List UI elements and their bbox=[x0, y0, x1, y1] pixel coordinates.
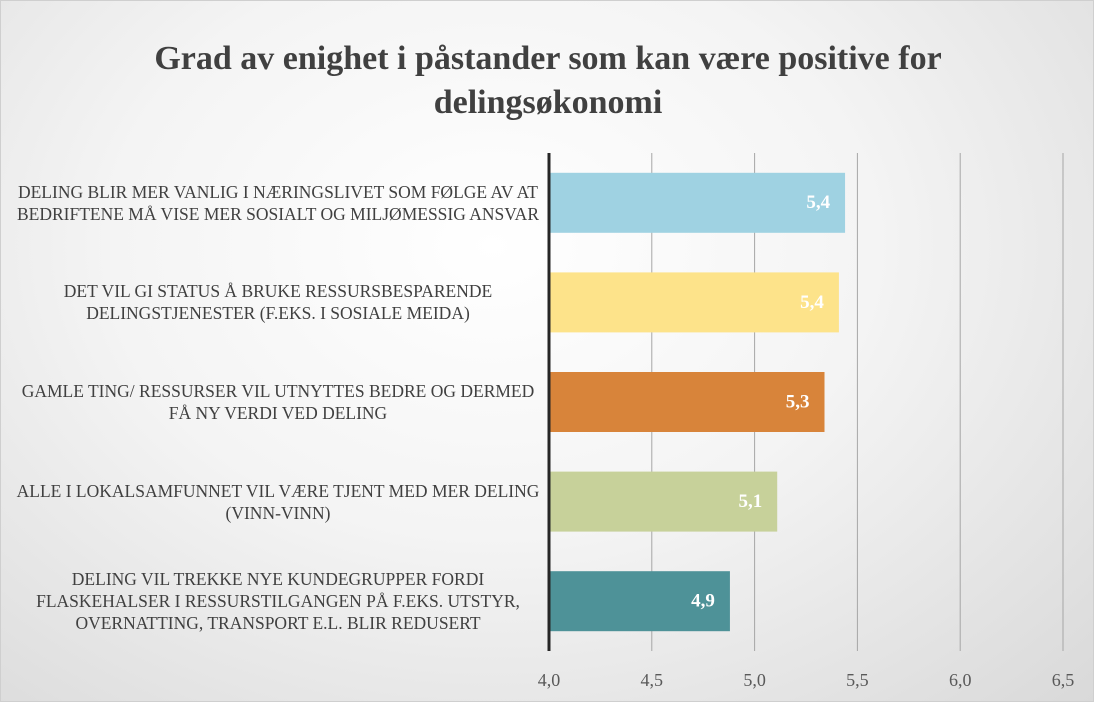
y-tick-label: DELING BLIR MER VANLIG I NÆRINGSLIVET SO… bbox=[16, 181, 539, 224]
x-tick-label: 4,0 bbox=[538, 670, 561, 690]
bar bbox=[549, 571, 730, 632]
bar bbox=[549, 272, 839, 333]
y-tick-label: GAMLE TING/ RESSURSER VIL UTNYTTES BEDRE… bbox=[21, 380, 535, 423]
chart-title: Grad av enighet i påstander som kan være… bbox=[154, 40, 942, 121]
x-tick-label: 5,0 bbox=[743, 670, 766, 690]
x-tick-label: 5,5 bbox=[846, 670, 869, 690]
bar bbox=[549, 471, 778, 532]
data-label: 4,9 bbox=[691, 591, 715, 612]
data-label: 5,4 bbox=[800, 292, 824, 313]
data-label: 5,4 bbox=[806, 192, 830, 213]
x-tick-label: 4,5 bbox=[641, 670, 664, 690]
x-tick-label: 6,0 bbox=[949, 670, 972, 690]
y-tick-label: DET VIL GI STATUS Å BRUKE RESSURSBESPARE… bbox=[63, 281, 493, 324]
bar bbox=[549, 172, 846, 233]
y-tick-label: ALLE I LOKALSAMFUNNET VIL VÆRE TJENT MED… bbox=[16, 480, 540, 523]
x-tick-label: 6,5 bbox=[1052, 670, 1075, 690]
y-tick-label: DELING VIL TREKKE NYE KUNDEGRUPPER FORDI… bbox=[36, 569, 520, 634]
bar bbox=[549, 372, 825, 432]
data-label: 5,1 bbox=[738, 491, 762, 512]
data-label: 5,3 bbox=[786, 391, 810, 412]
